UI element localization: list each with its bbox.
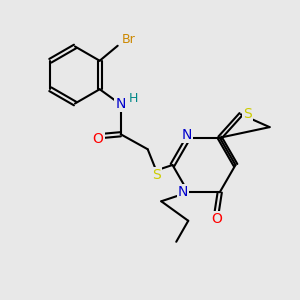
Text: N: N — [182, 128, 192, 142]
Text: S: S — [152, 168, 161, 182]
Text: Br: Br — [121, 33, 135, 46]
Text: O: O — [93, 132, 104, 146]
Text: S: S — [243, 107, 252, 121]
Text: N: N — [116, 97, 126, 111]
Text: H: H — [129, 92, 138, 105]
Text: O: O — [211, 212, 222, 226]
Text: N: N — [178, 185, 188, 199]
